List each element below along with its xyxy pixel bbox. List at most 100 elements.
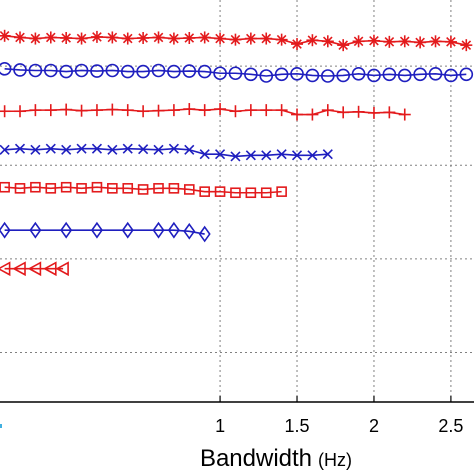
- marker-plus: [14, 105, 27, 118]
- marker-diamond: [29, 221, 42, 239]
- marker-asterisk-stroke: [415, 37, 425, 48]
- marker-asterisk: [275, 33, 288, 46]
- marker-x: [184, 144, 195, 155]
- series-diamond: [0, 221, 211, 243]
- marker-asterisk: [444, 35, 457, 48]
- marker-circle: [459, 67, 474, 82]
- x-tick-label: 2: [369, 416, 379, 436]
- marker-square: [214, 186, 226, 197]
- marker-x: [153, 144, 164, 155]
- marker-x-b: [307, 150, 318, 161]
- marker-square: [153, 183, 164, 194]
- marker-asterisk-stroke: [276, 34, 287, 45]
- marker-asterisk-stroke: [199, 32, 210, 43]
- series-asterisk: [0, 29, 473, 52]
- marker-asterisk-stroke: [446, 37, 456, 47]
- marker-x-b: [245, 150, 256, 161]
- marker-x: [199, 149, 210, 160]
- marker-x-b: [107, 144, 118, 155]
- marker-diamond: [90, 221, 103, 239]
- marker-circle: [151, 63, 166, 78]
- marker-asterisk: [321, 35, 334, 48]
- marker-asterisk-stroke: [261, 33, 272, 44]
- marker-x: [76, 143, 87, 154]
- x-tick-label: 1.5: [285, 416, 310, 436]
- marker-plus: [198, 104, 211, 117]
- marker-x-b: [261, 150, 272, 161]
- marker-x-b: [322, 149, 333, 160]
- series-line-diamond: [4, 229, 205, 235]
- marker-asterisk: [198, 31, 211, 44]
- x-axis-unit: (Hz): [318, 450, 352, 470]
- series-line-x: [4, 147, 328, 158]
- marker-plus: [137, 105, 150, 118]
- marker-circle: [290, 66, 304, 81]
- marker-circle: [120, 64, 135, 79]
- marker-circle: [367, 68, 381, 83]
- marker-x: [276, 149, 287, 160]
- marker-circle: [105, 63, 120, 78]
- marker-diamond: [198, 225, 211, 243]
- marker-asterisk-stroke: [169, 33, 179, 44]
- marker-x: [261, 150, 272, 161]
- marker-asterisk-stroke: [307, 35, 318, 46]
- x-tick-label: 1: [215, 416, 225, 436]
- marker-asterisk: [106, 31, 119, 44]
- marker-asterisk-stroke: [369, 35, 379, 46]
- marker-plus: [106, 103, 119, 116]
- marker-asterisk-stroke: [138, 33, 148, 43]
- marker-square: [183, 184, 195, 195]
- marker-x-b: [76, 143, 87, 154]
- marker-plus: [337, 106, 350, 119]
- marker-x-b: [30, 144, 41, 155]
- marker-triangle-left: [55, 261, 69, 277]
- marker-asterisk: [260, 32, 273, 45]
- marker-circle: [274, 67, 289, 82]
- marker-asterisk-stroke: [61, 33, 71, 43]
- marker-diamond: [167, 221, 180, 239]
- marker-x-b: [122, 143, 133, 154]
- marker-asterisk-stroke: [215, 33, 225, 44]
- marker-asterisk: [383, 35, 396, 48]
- marker-circle: [444, 68, 458, 83]
- marker-x-b: [14, 143, 26, 154]
- marker-plus: [29, 104, 42, 117]
- marker-plus: [321, 104, 334, 117]
- marker-asterisk-stroke: [30, 33, 41, 44]
- marker-plus: [291, 108, 304, 121]
- marker-square: [76, 183, 87, 194]
- marker-asterisk: [414, 36, 427, 49]
- marker-square: [0, 181, 10, 193]
- marker-plus: [306, 108, 319, 121]
- marker-triangle-left: [27, 261, 42, 277]
- marker-asterisk: [167, 32, 180, 45]
- marker-circle: [413, 67, 427, 82]
- marker-asterisk: [137, 31, 150, 44]
- marker-asterisk: [429, 35, 442, 48]
- marker-x: [61, 144, 72, 155]
- marker-circle: [259, 69, 274, 83]
- marker-asterisk: [306, 34, 319, 47]
- marker-asterisk: [352, 35, 365, 48]
- marker-x-b: [91, 143, 103, 154]
- marker-plus: [229, 105, 242, 118]
- marker-x: [45, 143, 56, 154]
- marker-x-b: [199, 149, 210, 160]
- marker-circle: [397, 68, 412, 83]
- marker-x-b: [291, 150, 303, 161]
- marker-x: [245, 150, 256, 161]
- marker-plus: [167, 104, 180, 117]
- marker-asterisk-stroke: [384, 37, 395, 47]
- marker-x-b: [138, 144, 149, 155]
- marker-circle: [320, 69, 335, 83]
- marker-asterisk: [367, 34, 380, 47]
- marker-asterisk-stroke: [399, 36, 410, 47]
- marker-asterisk: [90, 30, 103, 43]
- marker-asterisk-stroke: [353, 36, 364, 47]
- marker-square: [199, 186, 210, 197]
- marker-circle: [167, 64, 181, 79]
- marker-x: [91, 143, 103, 154]
- marker-diamond: [183, 222, 196, 240]
- marker-asterisk: [29, 32, 42, 45]
